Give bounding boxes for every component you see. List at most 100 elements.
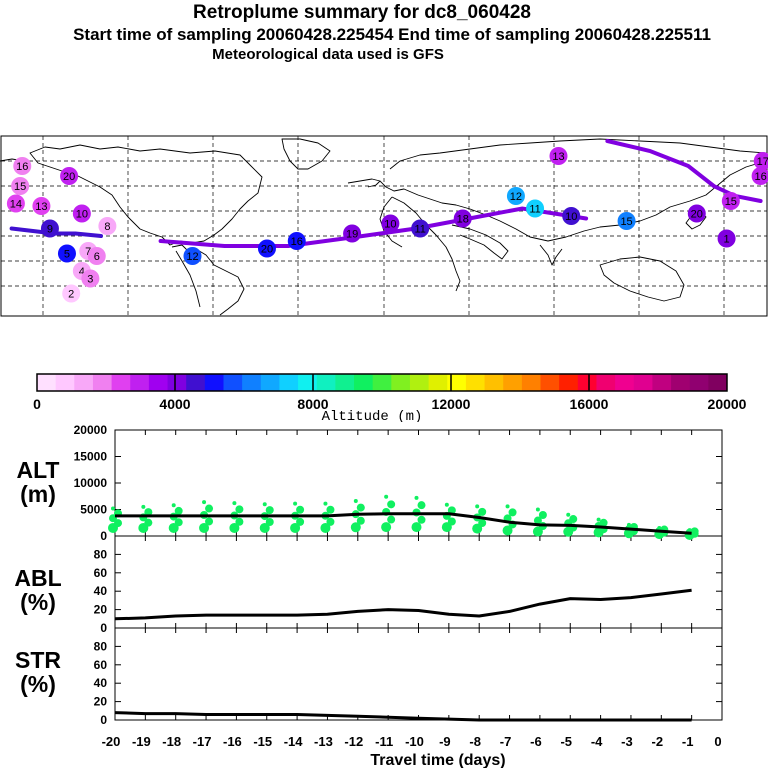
colorbar-cell	[447, 374, 467, 391]
alt-scatter-point	[478, 507, 487, 516]
plume-marker	[453, 209, 472, 228]
alt-scatter-point	[205, 504, 214, 513]
alt-scatter-point	[538, 511, 547, 520]
alt-scatter-point	[144, 508, 153, 517]
colorbar-cell	[409, 374, 430, 391]
alt-scatter-point	[533, 516, 542, 525]
colorbar-cell	[484, 374, 504, 391]
x-tick-label: -14	[284, 734, 304, 749]
alt-scatter-point	[171, 503, 176, 508]
plume-marker	[381, 214, 400, 233]
x-tick-label: -10	[405, 734, 424, 749]
colorbar-cell	[260, 374, 280, 391]
alt-scatter-point	[350, 522, 361, 533]
alt-scatter-point	[414, 495, 419, 500]
plume-marker-label: 5	[64, 249, 70, 261]
alt-scatter-point	[202, 500, 207, 505]
y-tick-label: 20000	[74, 423, 108, 437]
colorbar-cell	[465, 374, 486, 391]
plume-marker-label: 19	[346, 229, 358, 241]
plume-marker	[751, 167, 768, 185]
abl-panel-unit: (%)	[20, 589, 56, 615]
x-tick-label: -11	[375, 734, 393, 749]
colorbar-cell	[186, 374, 206, 391]
colorbar-label: Altitude (m)	[322, 409, 423, 422]
plume-marker-label: 15	[14, 181, 26, 193]
colorbar-cell	[354, 374, 374, 391]
plume-marker	[687, 204, 706, 223]
colorbar-cell	[335, 374, 355, 391]
plume-marker-label: 8	[104, 221, 110, 233]
colorbar-cell	[708, 374, 728, 391]
x-tick-label: 0	[714, 734, 721, 749]
colorbar-cell	[596, 374, 616, 391]
plume-marker-label: 16	[16, 161, 28, 173]
colorbar-cell	[503, 374, 523, 391]
plume-marker-label: 10	[384, 219, 396, 231]
plume-marker-label: 11	[529, 204, 540, 216]
y-tick-label: 80	[94, 639, 108, 653]
y-tick-label: 60	[94, 566, 108, 580]
colorbar-tick-label: 4000	[159, 396, 190, 412]
alt-scatter-point	[387, 500, 396, 509]
str-line	[114, 711, 692, 722]
plume-markers: 16 20 15 14 13 10 9 8 7 6 543 2 12 20 16 19 10 11 18 12 11 10…	[6, 147, 768, 303]
alt-scatter-point	[381, 522, 392, 533]
alt-scatter-point	[168, 522, 179, 533]
alt-scatter-point	[356, 503, 365, 512]
alt-scatter-point	[687, 528, 692, 533]
alt-scatter-point	[235, 517, 244, 526]
plume-marker-label: 18	[457, 214, 469, 226]
colorbar-cell	[428, 374, 448, 391]
alt-scatter-point	[626, 522, 631, 527]
plume-marker-label: 13	[35, 201, 47, 213]
alt-scatter-point	[353, 499, 358, 504]
alt-scatter-point	[447, 517, 456, 526]
alt-scatter-point	[505, 504, 510, 509]
plume-marker-label: 6	[94, 251, 100, 263]
plume-marker-label: 14	[10, 199, 22, 211]
plume-marker-label: 1	[724, 234, 730, 246]
alt-scatter-point	[262, 502, 267, 507]
colorbar-cell	[74, 374, 94, 391]
alt-scatter-point	[478, 519, 487, 528]
chart-title: Retroplume summary for dc8_060428	[193, 2, 531, 23]
y-tick-label: 40	[94, 676, 108, 690]
map-grid	[1, 136, 767, 316]
plume-marker	[753, 152, 768, 170]
alt-scatter-point	[599, 518, 608, 527]
alt-scatter-point	[384, 494, 389, 499]
colorbar-tick-label: 0	[33, 396, 41, 412]
x-axis-label: Travel time (days)	[370, 752, 505, 768]
alt-scatter-point	[596, 517, 601, 522]
x-tick-label: -1	[682, 734, 694, 749]
alt-scatter-point	[265, 506, 274, 515]
alt-panel-unit: (m)	[20, 481, 56, 507]
x-tick-label: -8	[469, 734, 481, 749]
plume-marker	[721, 192, 740, 210]
alt-scatter-point	[144, 518, 153, 527]
x-tick-label: -9	[439, 734, 451, 749]
plume-marker-label: 7	[85, 246, 91, 258]
colorbar-cell	[167, 374, 187, 391]
y-tick-label: 20	[94, 603, 108, 617]
alt-scatter-point	[508, 508, 517, 517]
alt-scatter-point	[569, 515, 578, 524]
alt-scatter-point	[356, 516, 365, 525]
alt-scatter-point	[114, 519, 122, 528]
x-tick-label: -16	[223, 734, 242, 749]
plume-marker	[57, 244, 76, 263]
colorbar-cell	[37, 374, 57, 391]
plume-marker-label: 9	[47, 224, 53, 236]
plume-marker-label: 11	[414, 224, 425, 236]
x-tick-label: -15	[253, 734, 272, 749]
colorbar-cell	[204, 374, 224, 391]
alt-scatter-point	[566, 512, 571, 517]
alt-scatter-point	[265, 518, 274, 527]
plume-marker	[717, 229, 736, 248]
plume-marker	[617, 212, 636, 230]
plume-marker	[6, 194, 25, 213]
x-tick-label: -3	[621, 734, 633, 749]
alt-scatter-point	[296, 505, 305, 514]
alt-scatter-point	[111, 506, 115, 511]
